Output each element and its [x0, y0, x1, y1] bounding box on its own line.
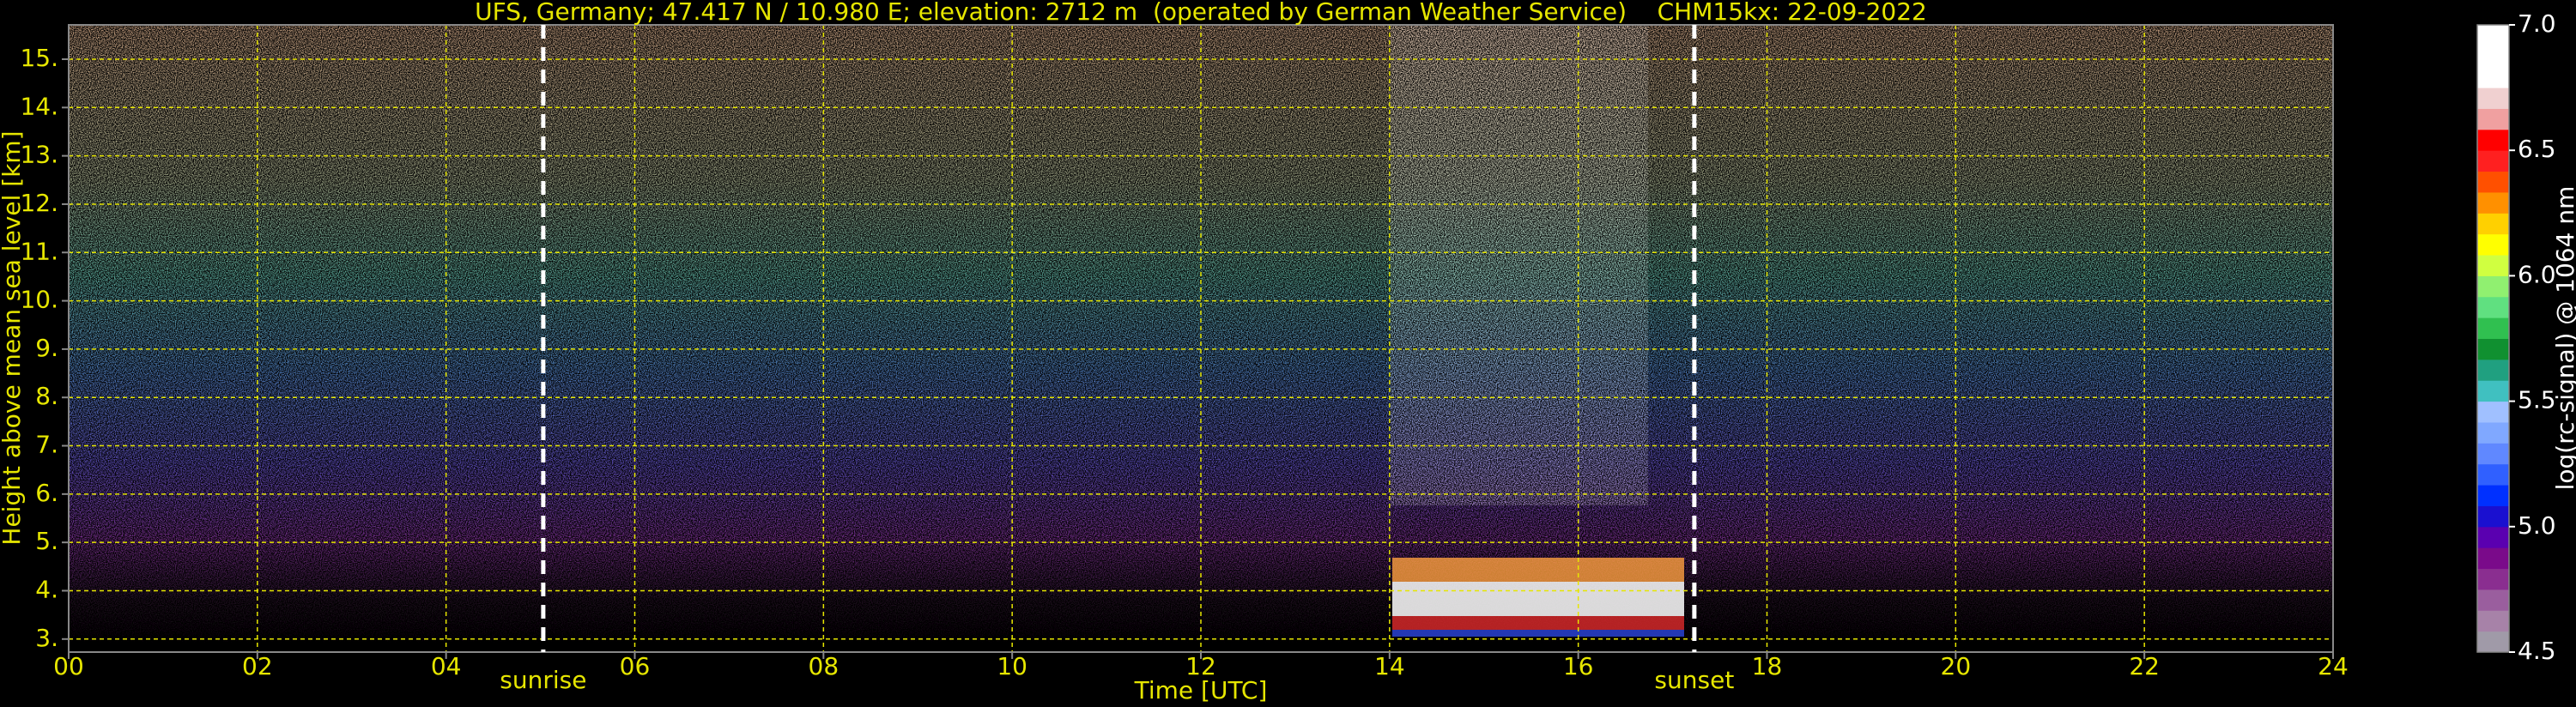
colorbar-segment	[2477, 421, 2509, 444]
x-axis-label: Time [UTC]	[1134, 676, 1268, 704]
x-tick-label: 16	[1563, 652, 1594, 680]
cloud-band	[1392, 616, 1684, 630]
x-tick-label: 00	[53, 652, 84, 680]
y-tick-label: 10.	[20, 286, 58, 314]
cloud-band	[1392, 630, 1684, 637]
y-axis-label: Height above mean sea level [km]	[0, 130, 26, 545]
x-tick-label: 22	[2129, 652, 2160, 680]
annotation: sunset	[1654, 666, 1734, 694]
x-tick-label: 12	[1185, 652, 1216, 680]
colorbar-tick-label: 6.5	[2518, 135, 2556, 163]
colorbar-label: log(rc-signal) @ 1064 nm	[2551, 186, 2576, 491]
colorbar-tick-label: 5.5	[2518, 386, 2556, 414]
colorbar-segment	[2477, 275, 2509, 298]
plot	[68, 25, 2334, 652]
colorbar-segment	[2477, 255, 2509, 276]
colorbar-segment	[2477, 463, 2509, 486]
colorbar-segment	[2477, 401, 2509, 423]
y-tick-label: 3.	[35, 624, 58, 652]
colorbar-segment	[2477, 213, 2509, 235]
y-tick-label: 13.	[20, 141, 58, 169]
y-tick-label: 11.	[20, 237, 58, 265]
colorbar-segment	[2477, 568, 2509, 590]
x-tick-label: 08	[809, 652, 839, 680]
colorbar-segment	[2477, 296, 2509, 318]
cloud-band	[1392, 558, 1684, 582]
colorbar-segment	[2477, 485, 2509, 506]
x-tick-label: 14	[1374, 652, 1405, 680]
low-cloud	[1392, 558, 1684, 637]
colorbar-frame	[2476, 24, 2510, 653]
colorbar-segment	[2477, 150, 2509, 172]
colorbar-segment	[2477, 88, 2509, 109]
colorbar-segment	[2477, 108, 2509, 130]
y-tick-label: 14.	[20, 92, 58, 120]
colorbar-segment	[2477, 589, 2509, 611]
colorbar-segment	[2477, 526, 2509, 548]
colorbar-tick-label: 5.0	[2518, 511, 2556, 540]
colorbar-segment	[2477, 338, 2509, 360]
cloud-noise	[1391, 25, 1648, 505]
y-tick-label: 5.	[35, 527, 58, 555]
x-tick-label: 18	[1752, 652, 1783, 680]
colorbar-segment	[2477, 66, 2509, 88]
colorbar-segment	[2477, 443, 2509, 465]
x-tick-label: 20	[1941, 652, 1972, 680]
annotation: sunrise	[500, 666, 586, 694]
y-tick-label: 6.	[35, 479, 58, 507]
x-tick-label: 04	[431, 652, 462, 680]
colorbar-segment	[2477, 129, 2509, 151]
colorbar-segment	[2477, 191, 2509, 214]
colorbar-segment	[2477, 359, 2509, 381]
cloud-band	[1392, 582, 1684, 616]
colorbar-segment	[2477, 547, 2509, 570]
y-tick-label: 7.	[35, 431, 58, 459]
colorbar-tick-label: 7.0	[2518, 9, 2556, 38]
y-tick-label: 15.	[20, 44, 58, 72]
x-tick-label: 02	[242, 652, 273, 680]
x-tick-label: 24	[2318, 652, 2349, 680]
colorbar-segment	[2477, 631, 2509, 653]
y-tick-label: 4.	[35, 575, 58, 603]
chart-title: UFS, Germany; 47.417 N / 10.980 E; eleva…	[475, 0, 1927, 26]
colorbar-segment	[2477, 610, 2509, 632]
y-tick-label: 8.	[35, 382, 58, 410]
colorbar-tick-label: 4.5	[2518, 637, 2556, 665]
colorbar-segment	[2477, 505, 2509, 528]
colorbar-segment	[2477, 233, 2509, 256]
colorbar-segment	[2477, 380, 2509, 402]
y-tick-label: 9.	[35, 334, 58, 362]
colorbar-segment	[2477, 317, 2509, 339]
y-tick-label: 12.	[20, 189, 58, 217]
x-tick-label: 06	[620, 652, 651, 680]
colorbar-segment	[2477, 171, 2509, 193]
colorbar-segment	[2477, 25, 2509, 46]
colorbar-tick-label: 6.0	[2518, 260, 2556, 288]
x-tick-label: 10	[997, 652, 1027, 680]
colorbar-segment	[2477, 45, 2509, 68]
